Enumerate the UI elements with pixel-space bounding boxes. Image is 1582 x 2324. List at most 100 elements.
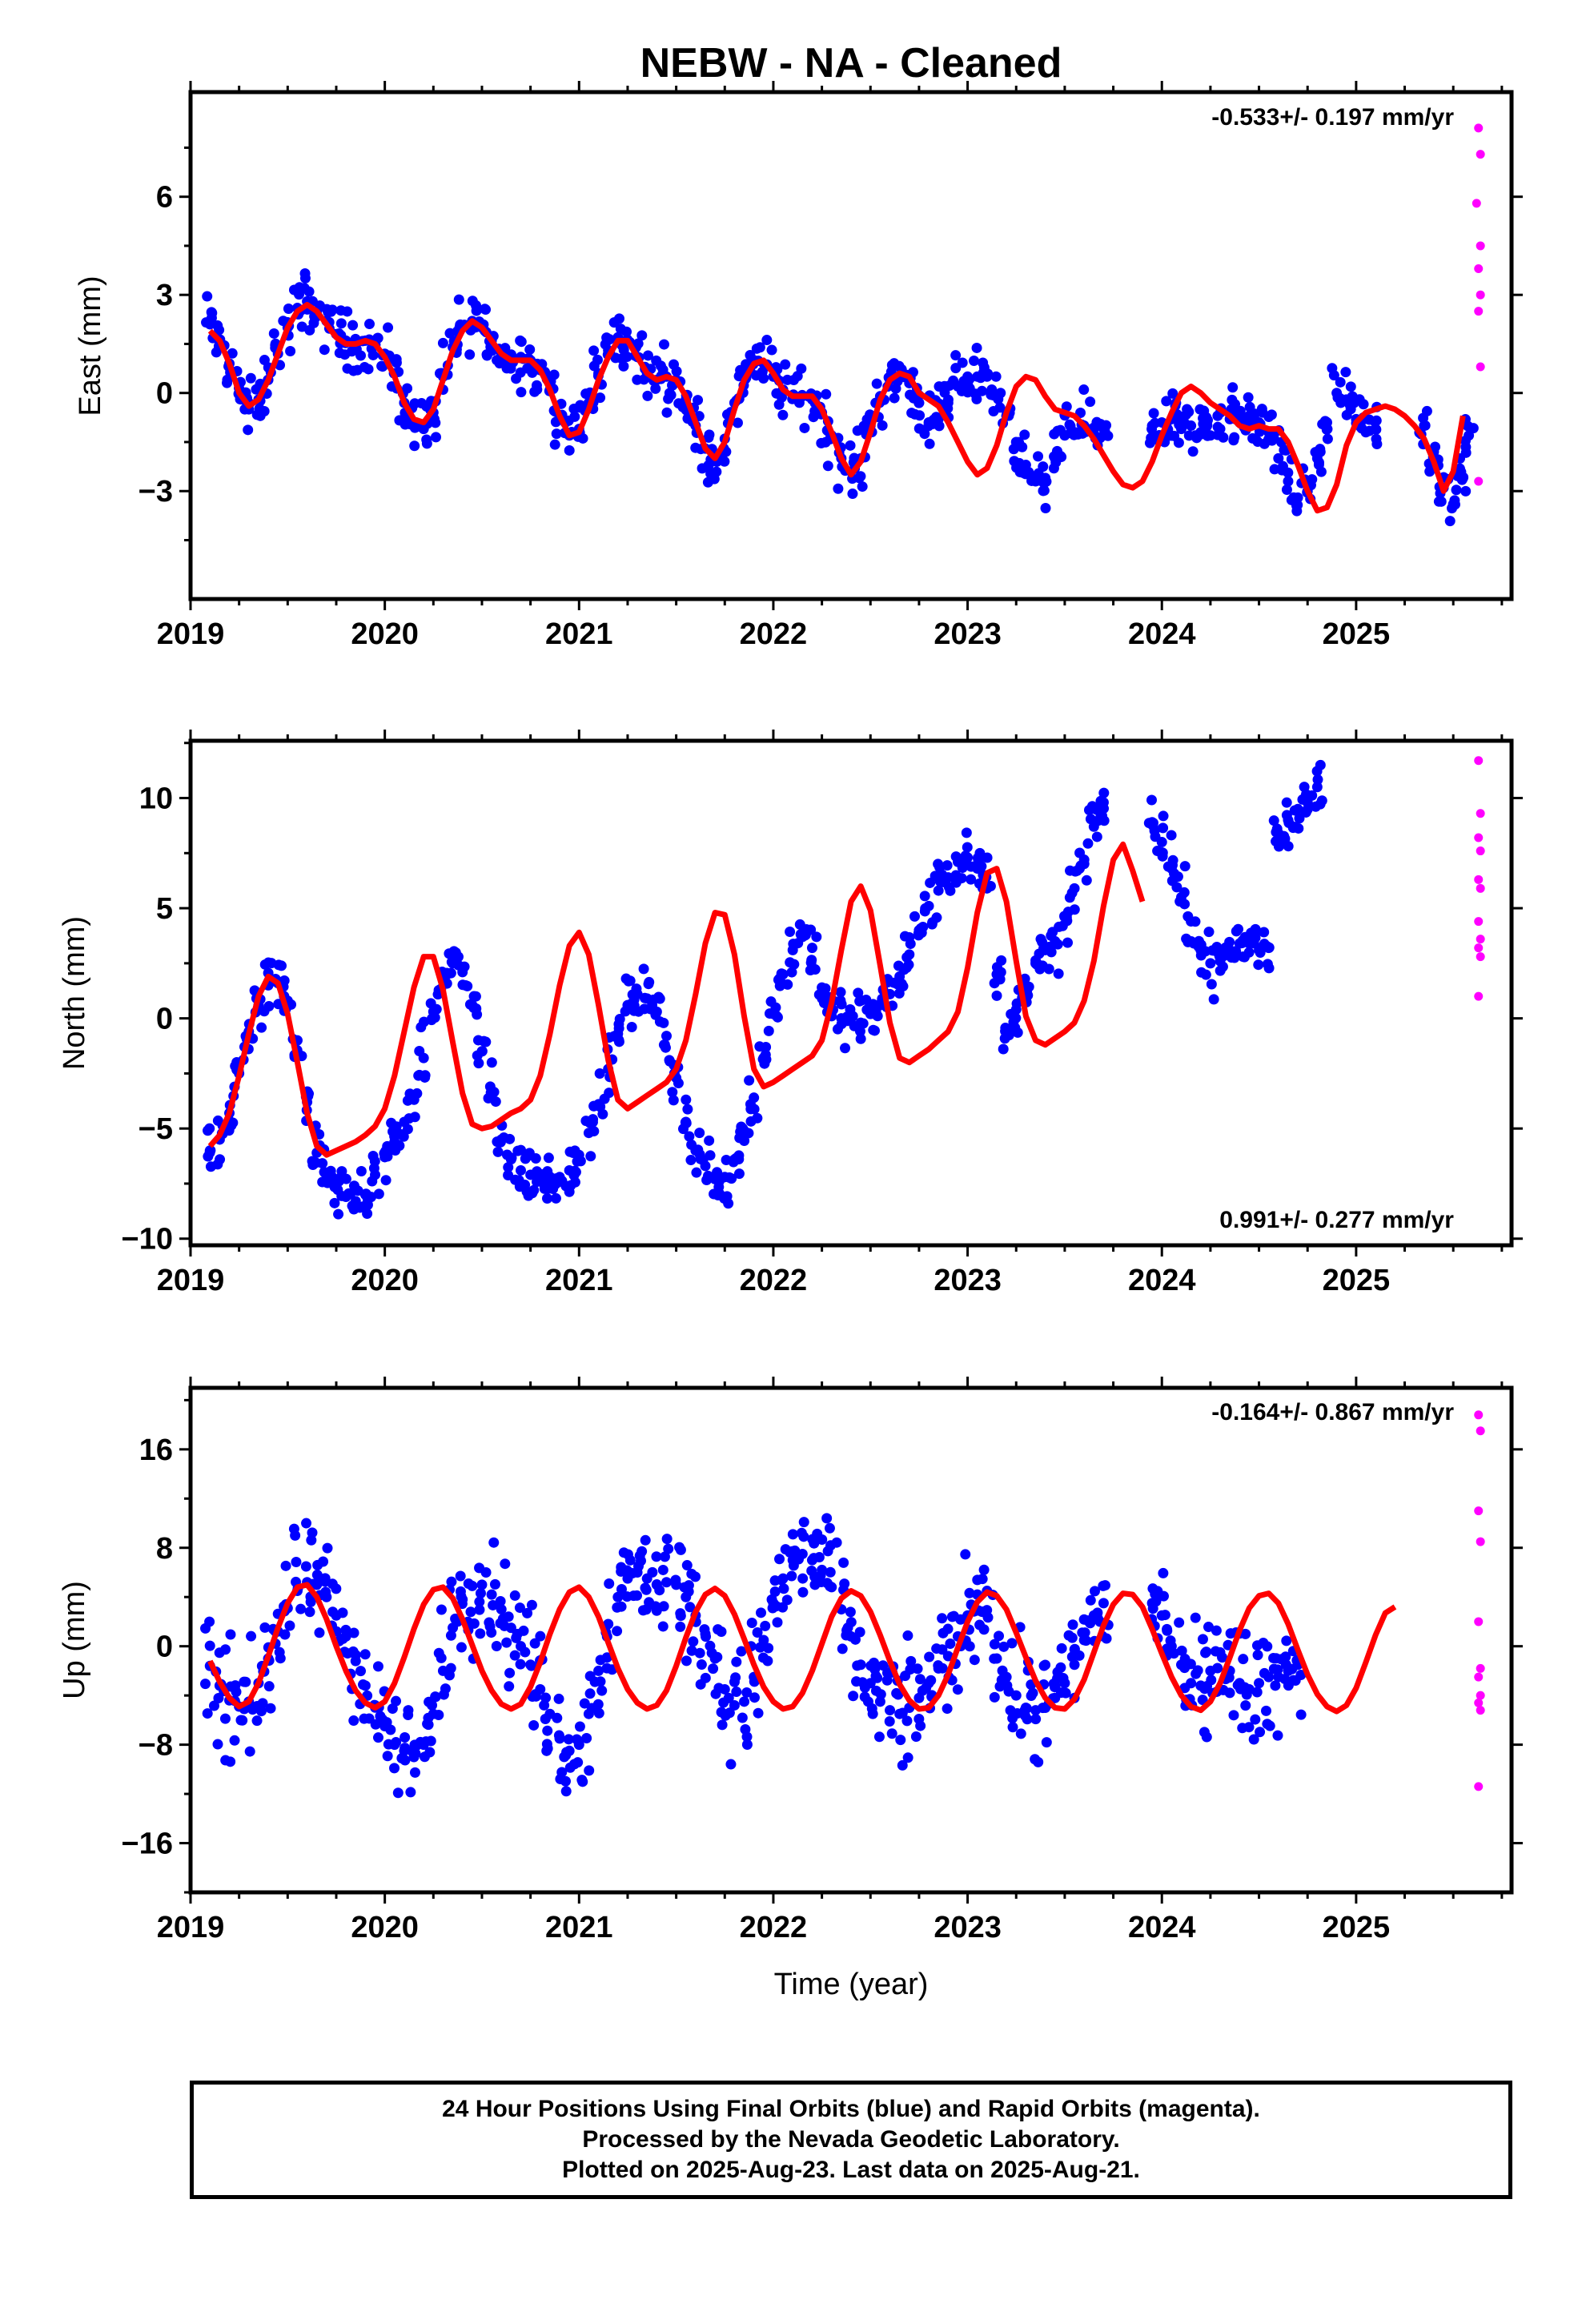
north-final-orbit-point <box>1052 939 1063 950</box>
up-final-orbit-point <box>994 1630 1005 1642</box>
up-final-orbit-point <box>1251 1687 1263 1698</box>
up-final-orbit-point <box>348 1715 359 1727</box>
north-final-orbit-point <box>1428 0 1439 6</box>
north-final-orbit-point <box>733 1168 745 1180</box>
north-final-orbit-point <box>994 974 1006 985</box>
east-rapid-orbit-point <box>1474 476 1484 486</box>
east-final-orbit-point <box>1167 388 1178 399</box>
up-final-orbit-point <box>1259 1667 1270 1679</box>
north-rapid-orbit-point <box>1476 952 1485 962</box>
north-y-axis-label: North (mm) <box>58 916 91 1070</box>
up-final-orbit-point <box>1224 1687 1235 1699</box>
up-final-orbit-point <box>1456 0 1466 6</box>
up-final-orbit-point <box>213 1692 224 1703</box>
up-final-orbit-point <box>340 1624 351 1635</box>
up-final-orbit-point <box>475 1588 486 1599</box>
up-final-orbit-point <box>1027 1687 1038 1699</box>
up-final-orbit-point <box>842 1622 853 1634</box>
north-final-orbit-point <box>1468 0 1479 6</box>
up-final-orbit-point <box>736 1646 747 1657</box>
north-final-orbit-point <box>855 1033 866 1044</box>
north-final-orbit-point <box>845 1011 856 1023</box>
north-final-orbit-point <box>335 1172 347 1183</box>
up-final-orbit-point <box>1069 1659 1080 1671</box>
east-final-orbit-point <box>1033 451 1044 462</box>
north-final-orbit-point <box>909 911 920 922</box>
up-final-orbit-point <box>838 1557 849 1568</box>
figure-title: NEBW - NA - Cleaned <box>640 40 1062 86</box>
north-final-orbit-point <box>743 1128 754 1139</box>
up-final-orbit-point <box>427 1699 438 1711</box>
north-final-orbit-point <box>594 1068 605 1079</box>
north-final-orbit-point <box>327 1172 338 1183</box>
north-final-orbit-point <box>1343 0 1354 6</box>
up-final-orbit-point <box>204 1640 215 1651</box>
up-final-orbit-point <box>372 1732 383 1743</box>
north-final-orbit-point <box>1327 0 1338 6</box>
up-x-tick-label: 2020 <box>351 1911 419 1944</box>
footer-box: 24 Hour Positions Using Final Orbits (bl… <box>190 2081 1512 2199</box>
up-final-orbit-point <box>496 1604 507 1615</box>
east-final-orbit-point <box>697 463 708 474</box>
up-final-orbit-point <box>603 1618 614 1630</box>
up-final-orbit-point <box>710 1688 721 1699</box>
north-final-orbit-point <box>263 1000 275 1011</box>
north-final-orbit-point <box>329 1197 340 1208</box>
east-final-orbit-point <box>285 345 296 356</box>
up-final-orbit-point <box>1007 1713 1018 1724</box>
north-final-orbit-point <box>585 1151 596 1162</box>
up-final-orbit-point <box>1174 1617 1185 1628</box>
north-final-orbit-point <box>1357 0 1367 6</box>
north-final-orbit-point <box>1047 927 1058 938</box>
up-final-orbit-point <box>1444 0 1455 6</box>
north-final-orbit-point <box>1046 947 1057 958</box>
up-final-orbit-point <box>731 1656 742 1667</box>
up-final-orbit-point <box>1357 0 1367 6</box>
north-final-orbit-point <box>1098 787 1110 798</box>
east-rapid-orbit-point <box>1476 241 1485 251</box>
up-final-orbit-point <box>865 1660 877 1671</box>
east-final-orbit-point <box>703 432 714 443</box>
up-final-orbit-point <box>716 1626 727 1637</box>
north-final-orbit-point <box>585 1117 596 1128</box>
north-final-orbit-point <box>919 906 930 917</box>
up-final-orbit-point <box>885 1705 896 1716</box>
east-final-orbit-point <box>1283 476 1294 487</box>
up-final-orbit-point <box>1158 1590 1169 1602</box>
north-final-orbit-point <box>623 975 634 987</box>
north-final-orbit-point <box>809 964 821 975</box>
east-final-orbit-point <box>857 481 868 493</box>
north-final-orbit-point <box>1283 841 1294 852</box>
east-final-orbit-point <box>1456 474 1468 485</box>
east-final-orbit-point <box>1031 470 1042 481</box>
up-final-orbit-point <box>964 1587 975 1598</box>
up-final-orbit-point <box>809 1538 820 1549</box>
up-final-orbit-point <box>760 1620 771 1631</box>
up-final-orbit-point <box>560 1775 571 1787</box>
north-final-orbit-point <box>1458 0 1468 6</box>
up-final-orbit-point <box>540 1714 551 1725</box>
up-final-orbit-point <box>977 1606 988 1618</box>
up-rapid-orbit-point <box>1476 1691 1485 1700</box>
east-final-orbit-point <box>1283 467 1294 478</box>
east-final-orbit-point <box>930 412 942 423</box>
up-final-orbit-point <box>632 1590 643 1601</box>
east-x-tick-label: 2022 <box>740 617 808 651</box>
up-final-orbit-point <box>616 1583 627 1594</box>
footer-line-1: 24 Hour Positions Using Final Orbits (bl… <box>442 2096 1260 2122</box>
up-final-orbit-point <box>503 1611 514 1622</box>
up-final-orbit-point <box>1176 1645 1187 1656</box>
up-final-orbit-point <box>577 1776 588 1787</box>
up-final-orbit-point <box>212 1739 223 1750</box>
east-final-orbit-point <box>1371 424 1382 435</box>
east-final-orbit-point <box>1256 404 1267 415</box>
up-final-orbit-point <box>1463 0 1473 6</box>
up-final-orbit-point <box>1462 0 1472 6</box>
east-final-orbit-point <box>515 335 526 346</box>
up-final-orbit-point <box>706 1647 717 1659</box>
up-final-orbit-point <box>1351 0 1361 6</box>
north-final-orbit-point <box>1062 937 1074 948</box>
north-final-orbit-point <box>1239 951 1250 963</box>
up-final-orbit-point <box>1320 0 1331 6</box>
up-final-orbit-point <box>596 1685 608 1696</box>
